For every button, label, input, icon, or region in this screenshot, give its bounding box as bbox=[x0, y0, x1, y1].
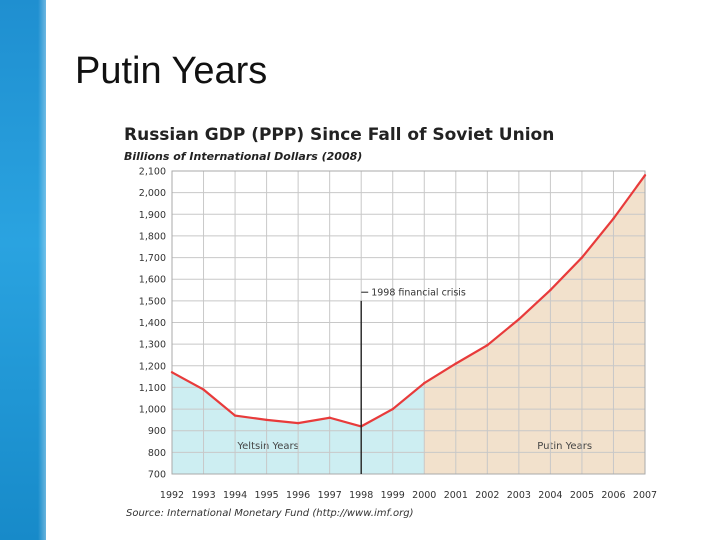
grid-lines bbox=[171, 170, 646, 475]
gdp-data-point bbox=[612, 217, 615, 220]
y-tick-label: 1,500 bbox=[139, 296, 166, 307]
y-tick-label: 1,700 bbox=[139, 253, 166, 264]
gdp-data-point bbox=[265, 418, 268, 422]
gdp-data-point bbox=[580, 256, 584, 259]
y-tick-label: 1,300 bbox=[139, 340, 166, 351]
gdp-series-line bbox=[171, 174, 646, 428]
gdp-data-point bbox=[296, 421, 300, 425]
y-axis-ticks: 700 800 900 1,000 1,100 1,200 1,300 1,400 1,500 1… bbox=[139, 167, 166, 481]
x-axis-ticks: 1992 1993 1994 1995 1996 1997 1998 1999 2000 2001… bbox=[160, 490, 657, 501]
gdp-data-point bbox=[328, 416, 331, 419]
x-tick-label: 2005 bbox=[570, 490, 594, 501]
chart-title: Russian GDP (PPP) Since Fall of Soviet U… bbox=[124, 125, 554, 145]
x-tick-label: 1997 bbox=[318, 490, 342, 501]
gdp-data-point bbox=[486, 344, 489, 347]
x-tick-label: 2000 bbox=[412, 490, 436, 501]
gdp-data-point bbox=[549, 288, 552, 292]
y-tick-label: 1,100 bbox=[139, 383, 166, 394]
plot-frame bbox=[171, 170, 646, 475]
y-tick-label: 2,000 bbox=[139, 188, 166, 199]
y-tick-label: 700 bbox=[148, 470, 166, 481]
region-label: Yeltsin Years bbox=[236, 441, 299, 452]
gdp-data-point bbox=[517, 318, 521, 321]
x-tick-label: 1995 bbox=[255, 490, 279, 501]
annotation-label: 1998 financial crisis bbox=[371, 288, 466, 299]
y-tick-label: 1,800 bbox=[139, 231, 166, 242]
region-shading: Yeltsin Years Putin Years bbox=[172, 175, 645, 475]
chart-source: Source: International Monetary Fund (htt… bbox=[126, 508, 413, 519]
y-tick-label: 1,000 bbox=[139, 405, 166, 416]
gdp-data-point bbox=[202, 388, 205, 391]
x-tick-label: 1993 bbox=[191, 490, 215, 501]
y-tick-label: 1,600 bbox=[139, 275, 166, 286]
series-layer bbox=[170, 174, 647, 428]
x-tick-label: 1994 bbox=[223, 490, 247, 501]
y-tick-label: 1,400 bbox=[139, 318, 166, 329]
y-tick-label: 1,200 bbox=[139, 361, 166, 372]
gdp-data-point bbox=[170, 371, 174, 374]
gdp-data-point bbox=[423, 381, 426, 385]
x-tick-label: 2001 bbox=[444, 490, 468, 501]
slide-title: Putin Years bbox=[75, 50, 268, 92]
gdp-chart: Russian GDP (PPP) Since Fall of Soviet U… bbox=[124, 125, 657, 519]
side-bar-highlight bbox=[38, 0, 46, 540]
x-tick-label: 2003 bbox=[507, 490, 531, 501]
gdp-data-point bbox=[643, 174, 647, 177]
x-tick-label: 2006 bbox=[601, 490, 625, 501]
gdp-data-point bbox=[391, 407, 394, 411]
region-label: Putin Years bbox=[537, 441, 592, 452]
gdp-data-point bbox=[454, 362, 457, 365]
chart-panel: Russian GDP (PPP) Since Fall of Soviet U… bbox=[118, 118, 678, 523]
x-tick-label: 2002 bbox=[475, 490, 499, 501]
annotation-layer: 1998 financial crisis bbox=[360, 288, 466, 474]
decorative-side-bar bbox=[0, 0, 46, 540]
y-tick-label: 2,100 bbox=[139, 167, 166, 178]
y-tick-label: 1,900 bbox=[139, 210, 166, 221]
chart-subtitle: Billions of International Dollars (2008) bbox=[124, 150, 362, 163]
region-area-1 bbox=[424, 175, 645, 475]
x-tick-label: 2004 bbox=[538, 490, 562, 501]
gdp-data-point bbox=[233, 414, 237, 417]
y-tick-label: 900 bbox=[148, 426, 166, 437]
x-tick-label: 1999 bbox=[381, 490, 405, 501]
x-tick-label: 1996 bbox=[286, 490, 310, 501]
x-tick-label: 2007 bbox=[633, 490, 657, 501]
x-tick-label: 1998 bbox=[349, 490, 373, 501]
x-tick-label: 1992 bbox=[160, 490, 184, 501]
y-tick-label: 800 bbox=[148, 448, 166, 459]
